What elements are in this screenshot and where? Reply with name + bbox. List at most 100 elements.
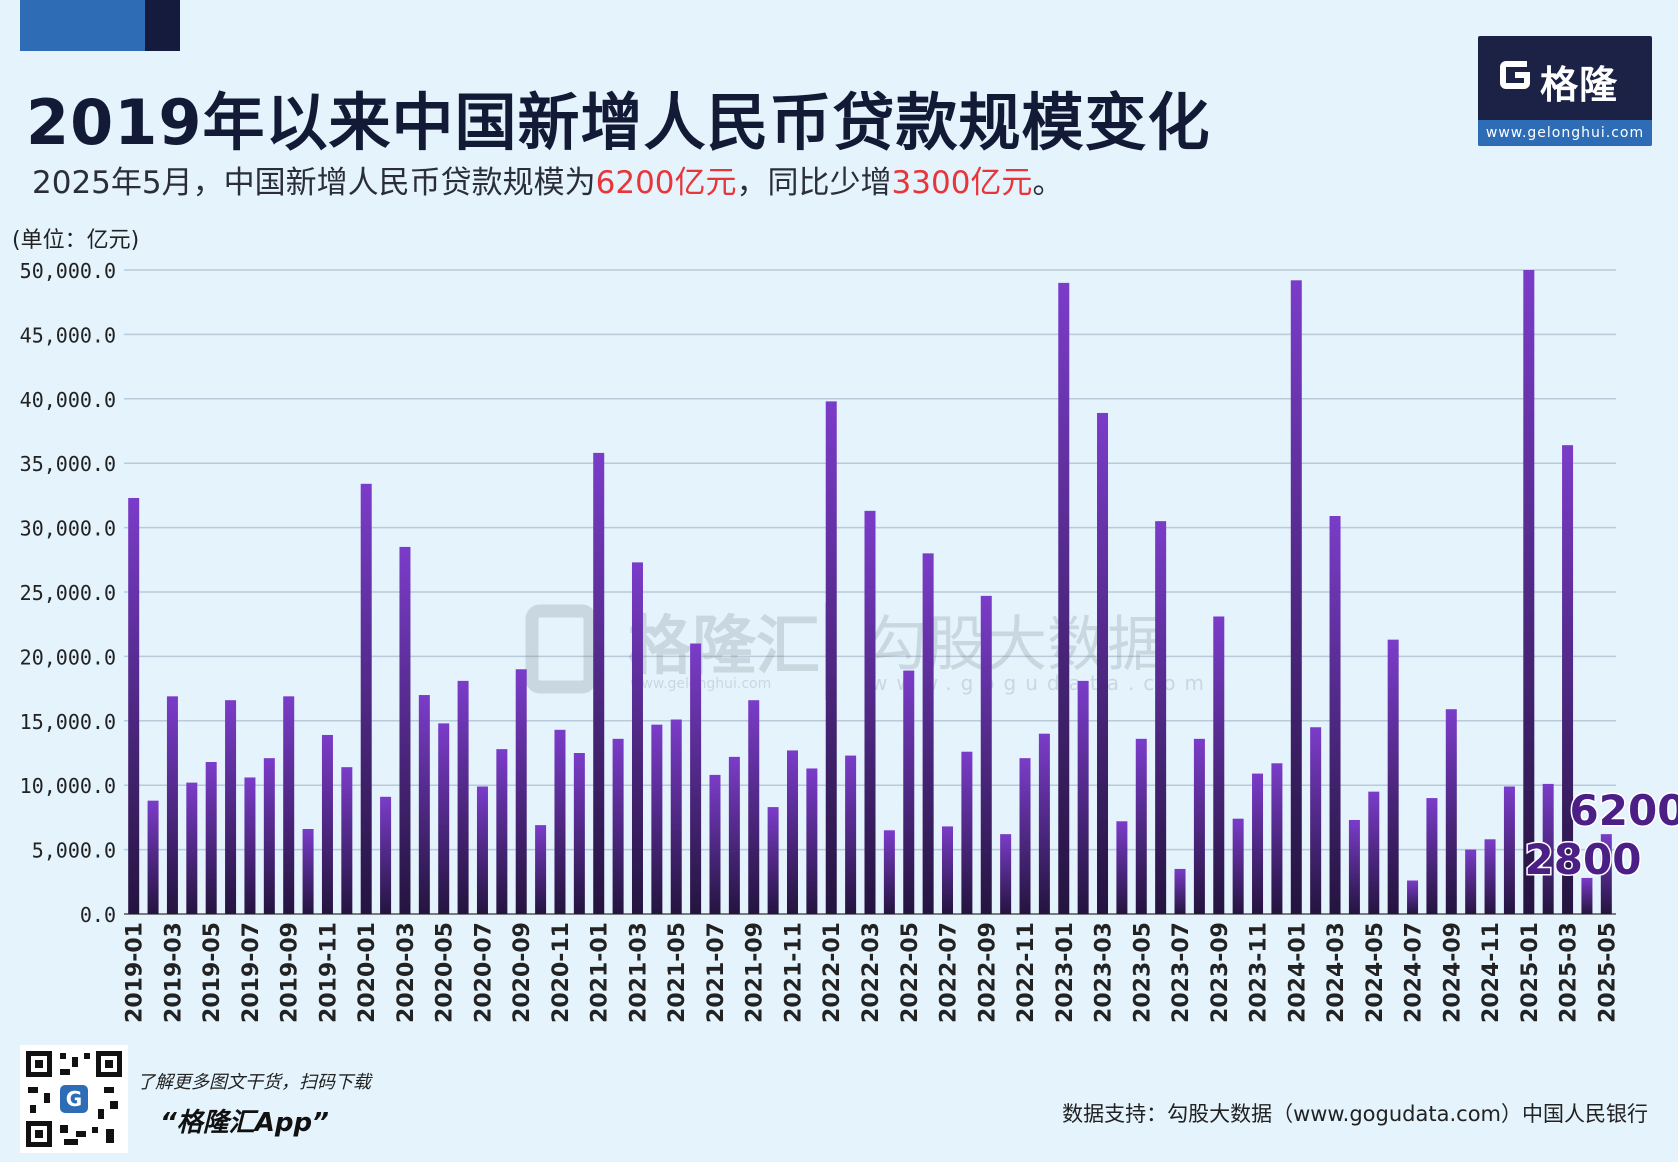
bar-2021-05	[670, 719, 682, 914]
gelonghui-logo: 格隆汇 www.gelonghui.com	[1478, 36, 1652, 146]
subtitle-text-2: ，同比少增	[736, 165, 892, 201]
bar-2021-12	[806, 768, 818, 914]
bar-2020-06	[457, 680, 469, 914]
subtitle-highlight-2: 3300亿元	[891, 165, 1033, 201]
bar-2019-07	[244, 777, 256, 914]
bar-2022-08	[961, 751, 973, 914]
bar-2023-04	[1116, 821, 1128, 914]
qr-center-logo-icon: G	[60, 1085, 88, 1113]
bar-2021-11	[786, 750, 798, 914]
bar-2020-03	[399, 546, 411, 914]
annotation-2025-04: 2800	[1525, 835, 1642, 884]
bar-2025-03	[1562, 445, 1574, 914]
bar-2023-07	[1174, 868, 1186, 914]
x-axis-ticks: 2019-01 2019-03 2019-05 2019-07 2019-09 2019-…	[123, 922, 1621, 1023]
bar-2025-01	[1523, 270, 1535, 914]
bar-2022-05	[903, 670, 915, 914]
bar-2019-02	[147, 800, 159, 914]
watermark-right-text: 勾股大数据	[867, 610, 1167, 680]
y-tick-label: 35,000.0	[20, 452, 116, 476]
bar-2023-12	[1271, 763, 1283, 914]
y-tick-label: 30,000.0	[20, 517, 116, 541]
x-tick-label: 2020-09	[510, 922, 535, 1023]
bar-2021-02	[612, 738, 624, 914]
x-tick-label: 2020-05	[433, 922, 458, 1023]
x-tick-label: 2025-01	[1518, 922, 1543, 1023]
x-tick-label: 2023-01	[1053, 922, 1078, 1023]
bar-2022-04	[883, 830, 895, 914]
bar-2024-11	[1484, 839, 1496, 914]
x-tick-label: 2019-09	[278, 922, 303, 1023]
bar-2020-09	[515, 669, 527, 914]
bar-2023-02	[1077, 680, 1089, 914]
bar-2024-10	[1465, 849, 1477, 914]
bar-2020-01	[360, 483, 372, 914]
x-tick-label: 2019-05	[200, 922, 225, 1023]
bar-2021-07	[709, 774, 721, 914]
bar-2022-02	[845, 755, 857, 914]
bar-2019-11	[321, 734, 333, 914]
x-tick-label: 2023-05	[1130, 922, 1155, 1023]
x-tick-label: 2023-11	[1247, 922, 1272, 1023]
bars	[128, 270, 1612, 915]
x-tick-label: 2023-03	[1092, 922, 1117, 1023]
footer-promo: 了解更多图文干货，扫码下载	[137, 1072, 371, 1093]
bar-2020-04	[418, 695, 430, 914]
qr-pattern-icon	[26, 1051, 122, 1147]
bar-2020-10	[535, 825, 547, 914]
bar-2020-08	[496, 749, 508, 914]
bar-2022-10	[1000, 834, 1012, 914]
x-tick-label: 2022-07	[937, 922, 962, 1023]
bar-2019-06	[225, 700, 237, 914]
watermark-g-icon	[525, 604, 597, 694]
bar-2022-09	[980, 595, 992, 914]
x-tick-label: 2020-11	[549, 922, 574, 1023]
y-axis-ticks: 0.0 5,000.0 10,000.0 15,000.0 20,000.0 25,000…	[20, 259, 116, 927]
loan-bar-chart: 格隆汇 www.gelonghui.com 勾股大数据 www.gogudata…	[20, 259, 1678, 1023]
bar-2019-04	[186, 782, 198, 914]
bar-2019-03	[166, 696, 178, 914]
bar-2024-09	[1445, 709, 1457, 914]
watermark: 格隆汇 www.gelonghui.com 勾股大数据 www.gogudata…	[525, 603, 1204, 700]
bar-2021-08	[728, 756, 740, 914]
x-tick-label: 2021-07	[704, 922, 729, 1023]
y-tick-label: 20,000.0	[20, 645, 116, 669]
bar-2020-05	[438, 723, 450, 914]
watermark-left-text: 格隆汇	[628, 610, 820, 684]
bar-2024-02	[1310, 727, 1322, 914]
x-tick-label: 2019-07	[239, 922, 264, 1023]
x-tick-label: 2022-05	[898, 922, 923, 1023]
x-tick-label: 2019-03	[161, 922, 186, 1023]
header-accent-blue	[20, 0, 145, 51]
x-tick-label: 2021-09	[743, 922, 768, 1023]
bar-2019-08	[263, 758, 275, 914]
bar-2024-08	[1426, 798, 1438, 914]
bar-2020-11	[554, 729, 566, 914]
y-tick-label: 15,000.0	[20, 710, 116, 734]
bar-2025-02	[1542, 783, 1554, 914]
bar-2023-09	[1213, 616, 1225, 914]
x-tick-label: 2024-05	[1363, 922, 1388, 1023]
bar-2021-04	[651, 724, 663, 914]
bar-2019-05	[205, 762, 217, 914]
x-tick-label: 2023-07	[1169, 922, 1194, 1023]
x-tick-label: 2021-03	[626, 922, 651, 1023]
qr-code: G	[20, 1045, 128, 1153]
y-tick-label: 5,000.0	[32, 839, 116, 863]
bar-2022-03	[864, 510, 876, 914]
page-title: 2019年以来中国新增人民币贷款规模变化	[26, 86, 1211, 159]
bar-2022-07	[942, 826, 954, 914]
bar-2022-06	[922, 553, 934, 914]
bar-2025-04	[1581, 877, 1593, 914]
x-tick-label: 2020-07	[471, 922, 496, 1023]
subtitle-text-1: 2025年5月，中国新增人民币贷款规模为	[32, 165, 596, 201]
footer-app-name: “格隆汇App”	[160, 1108, 329, 1138]
bar-2019-01	[128, 497, 140, 914]
bar-2024-01	[1290, 280, 1302, 915]
page-subtitle: 2025年5月，中国新增人民币贷款规模为6200亿元，同比少增3300亿元。	[32, 157, 1063, 202]
bar-2019-10	[302, 828, 314, 914]
bar-2023-06	[1155, 521, 1167, 914]
x-tick-label: 2021-11	[781, 922, 806, 1023]
x-tick-label: 2020-03	[394, 922, 419, 1023]
